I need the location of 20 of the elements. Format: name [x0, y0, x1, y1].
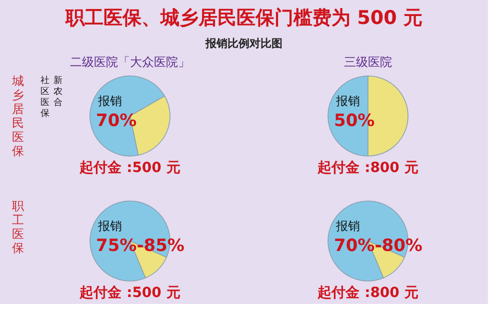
text: 职工医保、城乡居民医保门槛费为 500 元	[64, 7, 422, 29]
slice-label: 报销	[335, 219, 360, 233]
text: 社区医保	[40, 75, 50, 119]
chart-title: 二级医院「大众医院」	[70, 55, 190, 69]
text: 城乡居民医保	[11, 74, 24, 158]
slice-label: 报销	[97, 94, 122, 108]
text: 新农合	[54, 75, 62, 108]
text: 起付金 :500 元	[78, 160, 180, 176]
text: 75%-85%	[96, 236, 184, 256]
slice-label: 报销	[97, 219, 122, 233]
text: 报销比例对比图	[204, 37, 282, 50]
text: 起付金 :800 元	[316, 160, 418, 176]
slice-label: 报销	[335, 94, 360, 108]
chart-title: 三级医院	[344, 55, 392, 69]
text: 70%-80%	[334, 236, 422, 256]
text: 起付金 :800 元	[316, 285, 418, 301]
text: 职工医保	[12, 199, 24, 255]
data-label: 70%	[96, 111, 137, 131]
text: 起付金 :500 元	[78, 285, 180, 301]
data-label: 50%	[334, 111, 375, 131]
